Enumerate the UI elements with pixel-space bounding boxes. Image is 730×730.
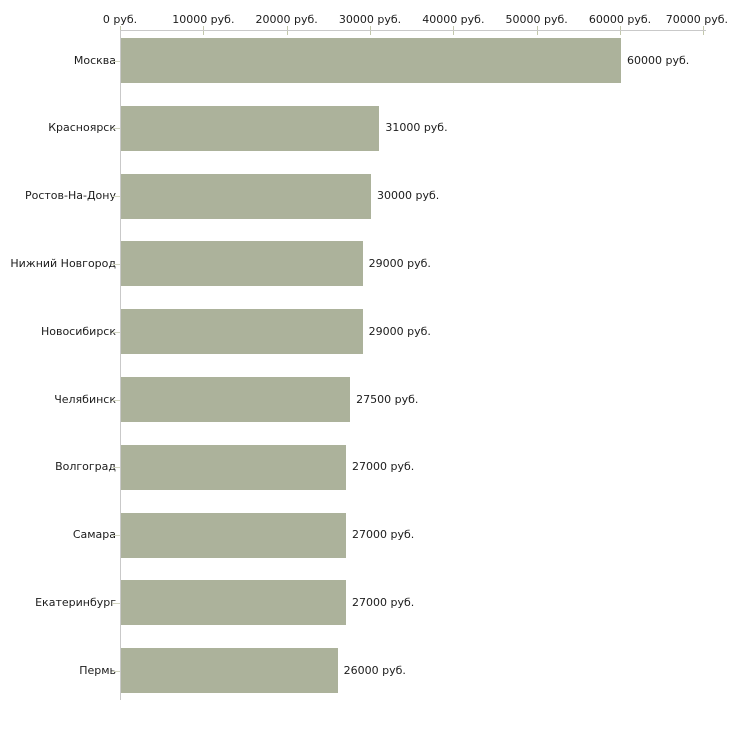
value-label: 30000 руб. xyxy=(377,189,440,203)
x-tick-label: 30000 руб. xyxy=(338,13,402,26)
bar xyxy=(121,512,346,558)
y-tick-mark xyxy=(112,602,120,604)
value-label: 27000 руб. xyxy=(352,595,415,609)
category-label: Пермь xyxy=(79,663,116,677)
category-label: Ростов-На-Дону xyxy=(24,189,116,203)
y-axis-line xyxy=(120,30,121,700)
category-label: Челябинск xyxy=(54,392,116,406)
category-label: Волгоград xyxy=(55,460,116,474)
bar xyxy=(121,648,338,694)
value-label: 27500 руб. xyxy=(356,392,419,406)
value-label: 31000 руб. xyxy=(385,121,448,135)
x-tick-label: 50000 руб. xyxy=(505,13,568,26)
y-tick-mark xyxy=(112,60,120,62)
bar xyxy=(121,38,621,83)
category-label: Екатеринбург xyxy=(35,595,116,609)
category-label: Москва xyxy=(73,53,116,67)
x-tick-label: 0 руб. xyxy=(102,13,138,26)
y-tick-mark xyxy=(112,670,120,672)
x-tick-label: 40000 руб. xyxy=(422,13,485,26)
value-label: 29000 руб. xyxy=(368,324,431,338)
bar xyxy=(121,377,351,422)
y-tick-mark xyxy=(112,467,120,469)
x-tick-label: 70000 руб. xyxy=(665,13,728,26)
x-tick-label: 60000 руб. xyxy=(588,13,652,26)
bar xyxy=(121,241,363,287)
y-tick-mark xyxy=(112,196,120,198)
bar xyxy=(121,309,363,355)
y-tick-mark xyxy=(112,263,120,265)
bar xyxy=(121,105,380,151)
value-label: 29000 руб. xyxy=(368,256,431,270)
bar xyxy=(121,580,346,626)
category-label: Красноярск xyxy=(48,121,116,135)
category-label: Нижний Новгород xyxy=(10,256,116,270)
y-tick-mark xyxy=(112,535,120,537)
category-label: Новосибирск xyxy=(40,324,116,338)
x-axis-line xyxy=(120,30,707,31)
x-tick-label: 20000 руб. xyxy=(255,13,318,26)
y-tick-mark xyxy=(112,331,120,333)
value-label: 26000 руб. xyxy=(343,663,406,677)
value-label: 27000 руб. xyxy=(352,528,415,542)
x-tick-label: 10000 руб. xyxy=(172,13,235,26)
value-label: 27000 руб. xyxy=(352,460,415,474)
value-label: 60000 руб. xyxy=(627,53,690,67)
bar xyxy=(121,444,346,490)
category-label: Самара xyxy=(72,528,116,542)
y-tick-mark xyxy=(112,128,120,130)
bar xyxy=(121,173,371,219)
y-tick-mark xyxy=(112,399,120,401)
